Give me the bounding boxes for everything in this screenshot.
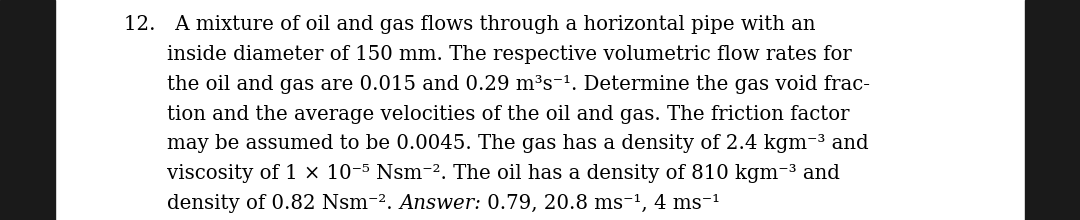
Text: Answer:: Answer: (400, 194, 482, 213)
Text: the oil and gas are 0.015 and 0.29 m³s⁻¹. Determine the gas void frac-: the oil and gas are 0.015 and 0.29 m³s⁻¹… (167, 75, 870, 94)
Text: inside diameter of 150 mm. The respective volumetric flow rates for: inside diameter of 150 mm. The respectiv… (167, 45, 852, 64)
Text: density of 0.82 Nsm⁻².: density of 0.82 Nsm⁻². (167, 194, 400, 213)
Text: tion and the average velocities of the oil and gas. The friction factor: tion and the average velocities of the o… (167, 104, 850, 123)
Text: 0.79, 20.8 ms⁻¹, 4 ms⁻¹: 0.79, 20.8 ms⁻¹, 4 ms⁻¹ (482, 194, 720, 213)
Text: may be assumed to be 0.0045. The gas has a density of 2.4 kgm⁻³ and: may be assumed to be 0.0045. The gas has… (167, 134, 869, 153)
Text: viscosity of 1 × 10⁻⁵ Nsm⁻². The oil has a density of 810 kgm⁻³ and: viscosity of 1 × 10⁻⁵ Nsm⁻². The oil has… (167, 164, 840, 183)
Text: 12. A mixture of oil and gas flows through a horizontal pipe with an: 12. A mixture of oil and gas flows throu… (124, 15, 815, 34)
